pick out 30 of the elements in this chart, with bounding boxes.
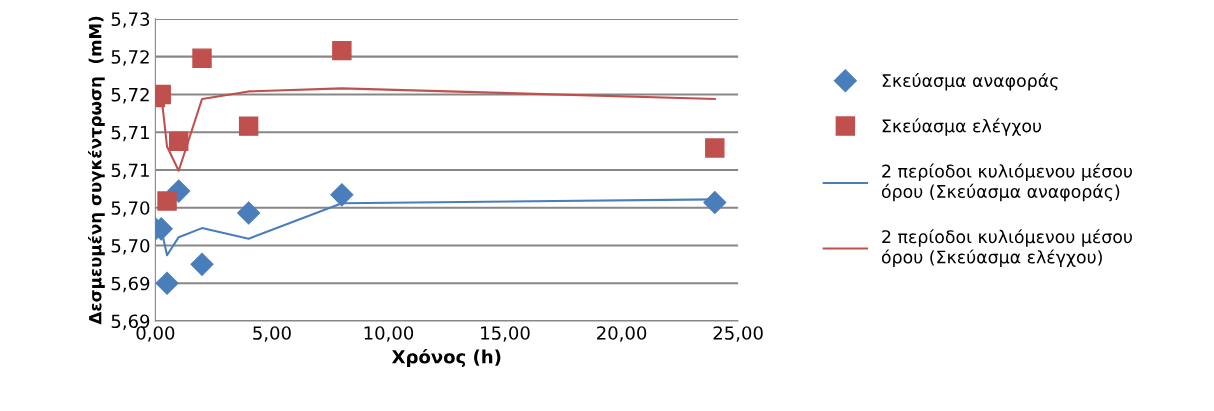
- y-tick-label: 5,69: [111, 276, 150, 293]
- legend-label: 2 περίοδοι κυλιόμενου μέσου όρου (Σκεύασμα ελέγχου): [881, 229, 1132, 267]
- y-tick-label: 5,72: [111, 50, 149, 66]
- point: [332, 40, 352, 61]
- point: [190, 252, 214, 276]
- y-tick-label: 5,70: [111, 238, 150, 255]
- point: [238, 116, 259, 136]
- y-tick-label: 5,70: [111, 201, 150, 217]
- legend-label: Σκεύασμα ελέγχου: [882, 118, 1042, 136]
- point: [237, 201, 261, 225]
- x-axis-title: Χρόνος (h): [391, 348, 501, 368]
- x-tick-label: 10,00: [364, 326, 414, 342]
- y-axis-title: Δεσμευμένη συγκέντρωση (mM): [87, 16, 105, 325]
- y-tick-label: 5,71: [111, 163, 149, 179]
- y-tick-label: 5,71: [111, 125, 149, 142]
- point: [168, 131, 189, 151]
- point: [330, 183, 354, 207]
- x-tick-label: 5,00: [253, 326, 291, 342]
- legend-label: Σκεύασμα αναφοράς: [882, 72, 1058, 91]
- point: [703, 190, 727, 214]
- y-tick-label: 5,73: [111, 12, 150, 28]
- x-tick-label: 20,00: [597, 326, 647, 342]
- point: [157, 191, 177, 211]
- legend-label: 2 περίοδοι κυλιόμενου μέσου όρου (Σκεύασμα αναφοράς): [881, 163, 1132, 202]
- point: [705, 138, 725, 158]
- x-tick-label: 25,00: [713, 326, 763, 342]
- point: [192, 48, 212, 68]
- x-tick-label: 15,00: [481, 326, 530, 342]
- y-tick-label: 5,72: [111, 87, 149, 104]
- point: [155, 271, 179, 295]
